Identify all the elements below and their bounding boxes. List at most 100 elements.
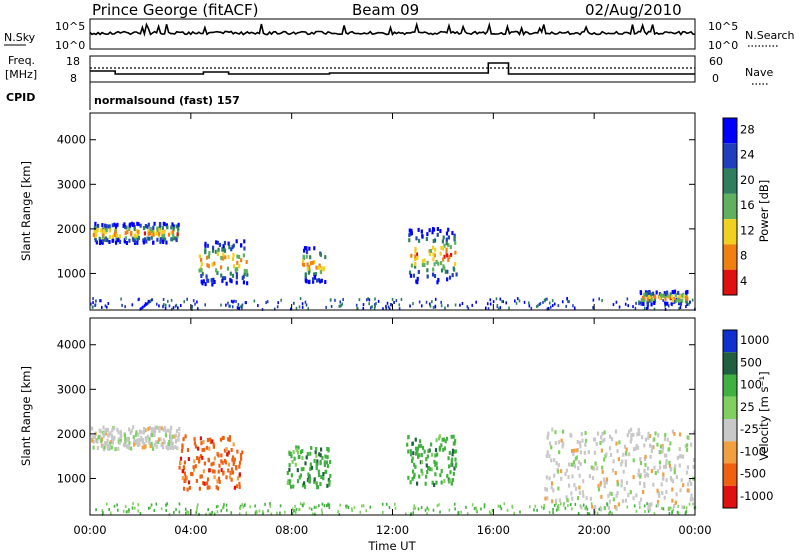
scatter-feature-mark [99,239,102,244]
scatter-feature-mark [666,301,669,306]
scatter-feature-mark [614,470,617,475]
scatter-feature-mark [305,246,308,251]
scatter-feature-mark [238,485,241,490]
scatter-feature-mark [578,440,582,445]
scatter-feature-mark [557,486,560,491]
scatter-feature-mark [227,462,231,467]
scatter-feature-mark [131,221,134,226]
ground-scatter-mark [471,303,474,307]
scatter-feature-mark [643,456,647,461]
colorbar-tick-label: 16 [740,198,755,212]
scatter-feature-mark [315,447,318,452]
scatter-feature-mark [448,255,451,260]
scatter-feature-mark [579,462,582,467]
scatter-feature-mark [689,497,692,502]
scatter-feature-mark [430,467,433,472]
ground-scatter-mark [310,507,313,511]
scatter-feature-mark [224,276,227,281]
scatter-feature-mark [639,497,643,502]
scatter-feature-mark [443,254,446,259]
scatter-feature-mark [681,505,684,510]
freq-trace [90,62,695,75]
scatter-feature-mark [596,431,600,436]
ground-scatter-mark [598,507,601,511]
scatter-feature-mark [238,264,241,269]
ground-scatter-mark [543,298,546,302]
beam-title: Beam 09 [352,1,419,19]
ground-scatter-mark [261,307,264,311]
ground-scatter-mark [179,303,182,307]
ground-scatter-mark [608,512,610,516]
station-title: Prince George (fitACF) [92,1,258,19]
scatter-feature-mark [105,228,108,233]
ground-scatter-mark [277,301,280,305]
ground-scatter-mark [315,505,317,509]
scatter-feature-mark [227,437,230,442]
scatter-feature-mark [659,444,663,449]
scatter-feature-mark [315,466,318,471]
scatter-feature-mark [313,272,316,277]
scatter-feature-mark [168,432,172,437]
scatter-feature-mark [601,469,604,474]
nsearch-tick-top: 10^5 [708,20,738,33]
scatter-feature-mark [446,253,449,258]
scatter-feature-mark [218,242,222,247]
scatter-feature-mark [227,241,230,246]
ground-scatter-mark [346,504,349,508]
colorbar-segment [723,441,737,464]
scatter-feature-mark [216,240,219,245]
ground-scatter-mark [653,512,656,516]
scatter-feature-mark [547,431,550,436]
scatter-feature-mark [103,445,106,450]
scatter-feature-mark [156,237,159,242]
scatter-feature-mark [223,240,227,245]
scatter-feature-mark [319,252,323,257]
ground-scatter-mark [95,508,97,512]
scatter-feature-mark [675,492,678,497]
scatter-feature-mark [423,262,426,267]
ground-scatter-mark [475,506,477,510]
ground-scatter-mark [567,504,569,508]
scatter-feature-mark [435,466,439,471]
scatter-feature-mark [93,229,96,234]
scatter-feature-mark [452,434,455,439]
scatter-feature-mark [678,454,682,459]
scatter-feature-mark [156,228,159,233]
scatter-feature-mark [582,479,585,484]
scatter-feature-mark [125,225,128,230]
scatter-feature-mark [182,486,186,491]
ground-scatter-mark [257,304,259,308]
scatter-feature-mark [446,269,449,274]
scatter-feature-mark [116,427,119,432]
colorbar-tick-label: 1000 [740,333,769,347]
freq-label: Freq. [8,54,35,67]
scatter-feature-mark [597,483,600,488]
scatter-feature-mark [153,221,156,226]
nave-tick-top: 60 [709,55,723,68]
ground-scatter-mark [386,301,389,305]
scatter-feature-mark [676,455,679,460]
ground-scatter-mark [465,505,467,509]
scatter-feature-mark [411,456,414,461]
scatter-feature-mark [201,455,204,460]
scatter-feature-mark [663,495,666,500]
scatter-feature-mark [691,497,694,502]
scatter-feature-mark [242,253,245,258]
scatter-feature-mark [433,459,436,464]
scatter-feature-mark [212,277,215,282]
scatter-feature-mark [199,454,203,459]
scatter-feature-mark [235,280,238,285]
ground-scatter-mark [137,509,140,513]
ground-scatter-mark [514,299,516,303]
scatter-feature-mark [228,437,231,442]
scatter-feature-mark [309,466,312,471]
ground-scatter-mark [590,502,593,506]
freq-tick-top: 18 [66,55,80,68]
scatter-feature-mark [546,434,549,439]
scatter-feature-mark [141,439,144,444]
ground-scatter-mark [353,506,356,510]
scatter-feature-mark [301,262,305,267]
y-tick-label: 2000 [57,222,86,236]
scatter-feature-mark [206,255,209,260]
scatter-feature-mark [545,487,548,492]
